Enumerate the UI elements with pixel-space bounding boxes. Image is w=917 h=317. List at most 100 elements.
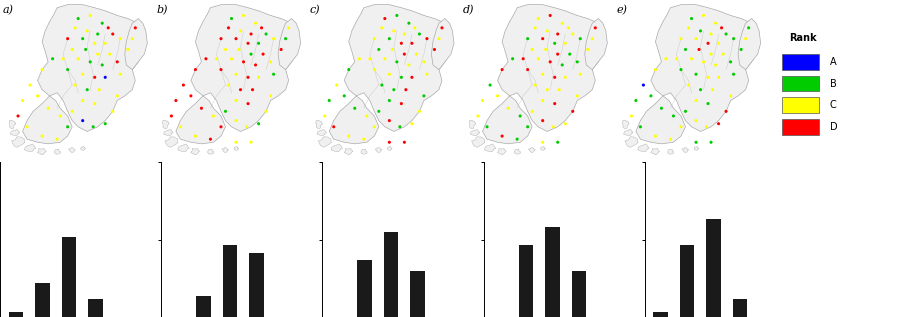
Point bbox=[86, 124, 101, 129]
Point bbox=[30, 93, 45, 98]
Polygon shape bbox=[738, 19, 761, 70]
Point bbox=[101, 25, 116, 30]
Point bbox=[513, 113, 527, 119]
Point bbox=[233, 29, 248, 34]
Point bbox=[536, 140, 550, 145]
Point bbox=[520, 36, 535, 41]
Point bbox=[689, 98, 703, 103]
Point bbox=[75, 72, 90, 77]
Point bbox=[228, 36, 243, 41]
Point bbox=[263, 59, 278, 64]
Point bbox=[35, 133, 50, 139]
Point bbox=[40, 106, 55, 111]
Point bbox=[719, 109, 734, 114]
Polygon shape bbox=[125, 19, 148, 70]
Point bbox=[404, 121, 419, 126]
Point bbox=[352, 56, 367, 61]
Point bbox=[228, 118, 243, 123]
Point bbox=[708, 62, 723, 68]
Bar bbox=[781, 76, 819, 91]
Polygon shape bbox=[585, 19, 607, 70]
Bar bbox=[781, 97, 819, 113]
Bar bbox=[706, 219, 721, 317]
Bar bbox=[8, 312, 23, 317]
Point bbox=[244, 52, 259, 57]
Point bbox=[547, 41, 562, 46]
Point bbox=[87, 101, 102, 106]
Point bbox=[87, 75, 102, 80]
Point bbox=[194, 106, 209, 111]
Point bbox=[505, 56, 520, 61]
Point bbox=[394, 75, 409, 80]
Point bbox=[689, 118, 703, 123]
Polygon shape bbox=[318, 137, 332, 147]
Point bbox=[712, 41, 726, 46]
Point bbox=[91, 52, 105, 57]
Point bbox=[278, 36, 293, 41]
Point bbox=[394, 41, 409, 46]
Point bbox=[402, 62, 416, 68]
Point bbox=[274, 47, 289, 52]
Point bbox=[555, 21, 569, 26]
Point bbox=[432, 36, 447, 41]
Point bbox=[402, 21, 416, 26]
Point bbox=[218, 109, 233, 114]
Point bbox=[712, 75, 726, 80]
Polygon shape bbox=[668, 149, 674, 154]
Polygon shape bbox=[164, 129, 173, 136]
Text: Rank: Rank bbox=[790, 33, 817, 43]
Point bbox=[110, 59, 125, 64]
Point bbox=[412, 109, 426, 114]
Point bbox=[633, 124, 647, 129]
Bar bbox=[781, 54, 819, 70]
Point bbox=[337, 93, 351, 98]
Bar bbox=[545, 227, 559, 317]
Point bbox=[382, 72, 397, 77]
Polygon shape bbox=[498, 5, 606, 132]
Point bbox=[525, 109, 539, 114]
Point bbox=[404, 41, 419, 46]
Point bbox=[491, 93, 505, 98]
Point bbox=[206, 113, 221, 119]
Point bbox=[382, 36, 397, 41]
Point bbox=[239, 124, 254, 129]
Point bbox=[98, 121, 113, 126]
Point bbox=[371, 109, 386, 114]
Point bbox=[420, 36, 435, 41]
Point bbox=[741, 25, 756, 30]
Point bbox=[624, 113, 639, 119]
Bar bbox=[223, 245, 238, 317]
Point bbox=[98, 41, 113, 46]
Bar bbox=[196, 296, 211, 317]
Point bbox=[420, 72, 435, 77]
Point bbox=[65, 47, 80, 52]
Point bbox=[94, 21, 109, 26]
Point bbox=[378, 16, 392, 21]
Point bbox=[734, 47, 748, 52]
Point bbox=[550, 52, 565, 57]
Point bbox=[684, 56, 699, 61]
Point bbox=[266, 36, 281, 41]
Polygon shape bbox=[682, 147, 689, 152]
Point bbox=[495, 133, 510, 139]
Point bbox=[470, 113, 485, 119]
Point bbox=[244, 140, 259, 145]
Point bbox=[232, 47, 247, 52]
Point bbox=[716, 52, 731, 57]
Point bbox=[214, 67, 228, 72]
Point bbox=[719, 31, 734, 36]
Point bbox=[510, 137, 525, 142]
Point bbox=[221, 82, 236, 87]
Polygon shape bbox=[178, 144, 189, 152]
Point bbox=[724, 93, 738, 98]
Point bbox=[65, 109, 80, 114]
Point bbox=[348, 106, 362, 111]
Point bbox=[538, 47, 553, 52]
Point bbox=[407, 25, 422, 30]
Point bbox=[666, 113, 680, 119]
Point bbox=[712, 121, 726, 126]
Polygon shape bbox=[9, 120, 16, 129]
Point bbox=[188, 67, 203, 72]
Point bbox=[726, 36, 741, 41]
Point bbox=[251, 41, 266, 46]
